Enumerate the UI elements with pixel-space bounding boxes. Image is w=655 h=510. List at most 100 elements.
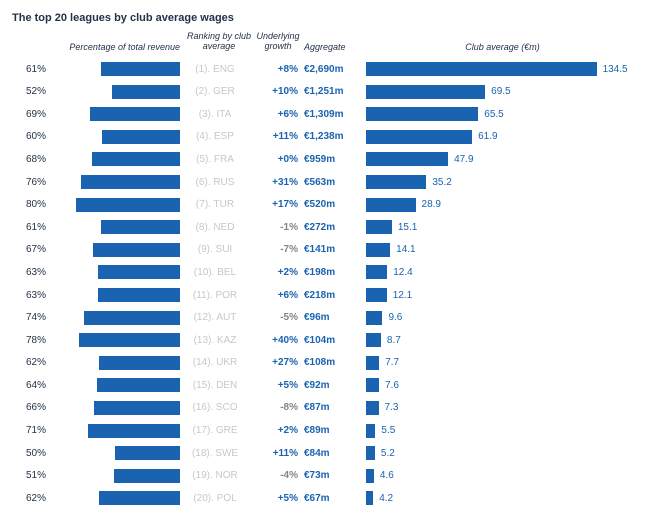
- pct-cell: 69%: [10, 107, 180, 121]
- data-row: 60%(4). ESP+11%€1,238m61.9: [10, 126, 645, 149]
- aggregate-cell: €96m: [304, 312, 360, 323]
- pct-label: 61%: [20, 64, 46, 75]
- pct-label: 64%: [20, 380, 46, 391]
- pct-bar: [98, 265, 180, 279]
- avg-label: 28.9: [422, 199, 441, 210]
- chart-title: The top 20 leagues by club average wages: [12, 12, 645, 24]
- growth-cell: +31%: [250, 177, 304, 188]
- pct-track: [50, 424, 180, 438]
- aggregate-cell: €67m: [304, 493, 360, 504]
- pct-bar: [97, 378, 180, 392]
- avg-label: 61.9: [478, 131, 497, 142]
- avg-bar: [366, 288, 387, 302]
- pct-bar: [84, 311, 180, 325]
- aggregate-cell: €218m: [304, 290, 360, 301]
- data-row: 61%(1). ENG+8%€2,690m134.5: [10, 58, 645, 81]
- rank-cell: (17). GRE: [180, 425, 250, 436]
- pct-label: 74%: [20, 312, 46, 323]
- aggregate-cell: €198m: [304, 267, 360, 278]
- growth-cell: -4%: [250, 470, 304, 481]
- pct-cell: 71%: [10, 424, 180, 438]
- rank-cell: (3). ITA: [180, 109, 250, 120]
- pct-label: 71%: [20, 425, 46, 436]
- aggregate-cell: €520m: [304, 199, 360, 210]
- growth-cell: -5%: [250, 312, 304, 323]
- pct-bar: [98, 288, 180, 302]
- header-aggregate: Aggregate: [302, 42, 360, 52]
- pct-cell: 66%: [10, 401, 180, 415]
- pct-track: [50, 401, 180, 415]
- pct-label: 62%: [20, 357, 46, 368]
- avg-bar: [366, 333, 381, 347]
- pct-label: 60%: [20, 131, 46, 142]
- header-growth: Underlying growth: [254, 32, 302, 52]
- aggregate-cell: €87m: [304, 402, 360, 413]
- pct-track: [50, 175, 180, 189]
- avg-bar: [366, 152, 448, 166]
- pct-cell: 68%: [10, 152, 180, 166]
- avg-cell: 61.9: [360, 130, 645, 144]
- pct-bar: [114, 469, 180, 483]
- avg-label: 4.2: [379, 493, 393, 504]
- data-row: 71%(17). GRE+2%€89m5.5: [10, 419, 645, 442]
- pct-label: 80%: [20, 199, 46, 210]
- pct-track: [50, 491, 180, 505]
- avg-cell: 5.2: [360, 446, 645, 460]
- growth-cell: +40%: [250, 335, 304, 346]
- data-row: 63%(11). POR+6%€218m12.1: [10, 284, 645, 307]
- pct-track: [50, 85, 180, 99]
- rank-cell: (18). SWE: [180, 448, 250, 459]
- avg-cell: 14.1: [360, 243, 645, 257]
- growth-cell: +27%: [250, 357, 304, 368]
- avg-cell: 7.6: [360, 378, 645, 392]
- avg-label: 14.1: [396, 244, 415, 255]
- aggregate-cell: €1,309m: [304, 109, 360, 120]
- pct-bar: [94, 401, 180, 415]
- growth-cell: -8%: [250, 402, 304, 413]
- avg-bar: [366, 311, 382, 325]
- data-row: 74% (12). AUT-5%€96m 9.6: [10, 306, 645, 329]
- aggregate-cell: €141m: [304, 244, 360, 255]
- rank-cell: (2). GER: [180, 86, 250, 97]
- pct-bar: [99, 356, 180, 370]
- data-row: 66%(16). SCO-8%€87m7.3: [10, 397, 645, 420]
- avg-label: 69.5: [491, 86, 510, 97]
- pct-bar: [88, 424, 180, 438]
- pct-track: [50, 220, 180, 234]
- avg-label: 9.6: [388, 312, 402, 323]
- avg-cell: 9.6: [360, 311, 645, 325]
- aggregate-cell: €89m: [304, 425, 360, 436]
- avg-label: 7.3: [385, 402, 399, 413]
- pct-track: [50, 311, 180, 325]
- pct-label: 50%: [20, 448, 46, 459]
- pct-label: 63%: [20, 267, 46, 278]
- avg-label: 5.2: [381, 448, 395, 459]
- avg-label: 7.6: [385, 380, 399, 391]
- rank-cell: (4). ESP: [180, 131, 250, 142]
- pct-track: [50, 62, 180, 76]
- chart-container: The top 20 leagues by club average wages…: [0, 0, 655, 508]
- avg-bar: [366, 469, 374, 483]
- avg-bar: [366, 85, 485, 99]
- header-pct: Percentage of total revenue: [10, 42, 184, 52]
- avg-bar: [366, 424, 375, 438]
- rank-cell: (7). TUR: [180, 199, 250, 210]
- growth-cell: +5%: [250, 493, 304, 504]
- pct-cell: 52%: [10, 85, 180, 99]
- pct-label: 67%: [20, 244, 46, 255]
- avg-bar: [366, 491, 373, 505]
- aggregate-cell: €73m: [304, 470, 360, 481]
- pct-cell: 61%: [10, 62, 180, 76]
- avg-cell: 7.3: [360, 401, 645, 415]
- pct-bar: [81, 175, 180, 189]
- avg-bar: [366, 378, 379, 392]
- growth-cell: +6%: [250, 109, 304, 120]
- avg-cell: 134.5: [360, 62, 645, 76]
- pct-cell: 64%: [10, 378, 180, 392]
- pct-label: 61%: [20, 222, 46, 233]
- rank-cell: (12). AUT: [180, 312, 250, 323]
- avg-bar: [366, 107, 478, 121]
- pct-cell: 60%: [10, 130, 180, 144]
- pct-label: 52%: [20, 86, 46, 97]
- pct-bar: [92, 152, 180, 166]
